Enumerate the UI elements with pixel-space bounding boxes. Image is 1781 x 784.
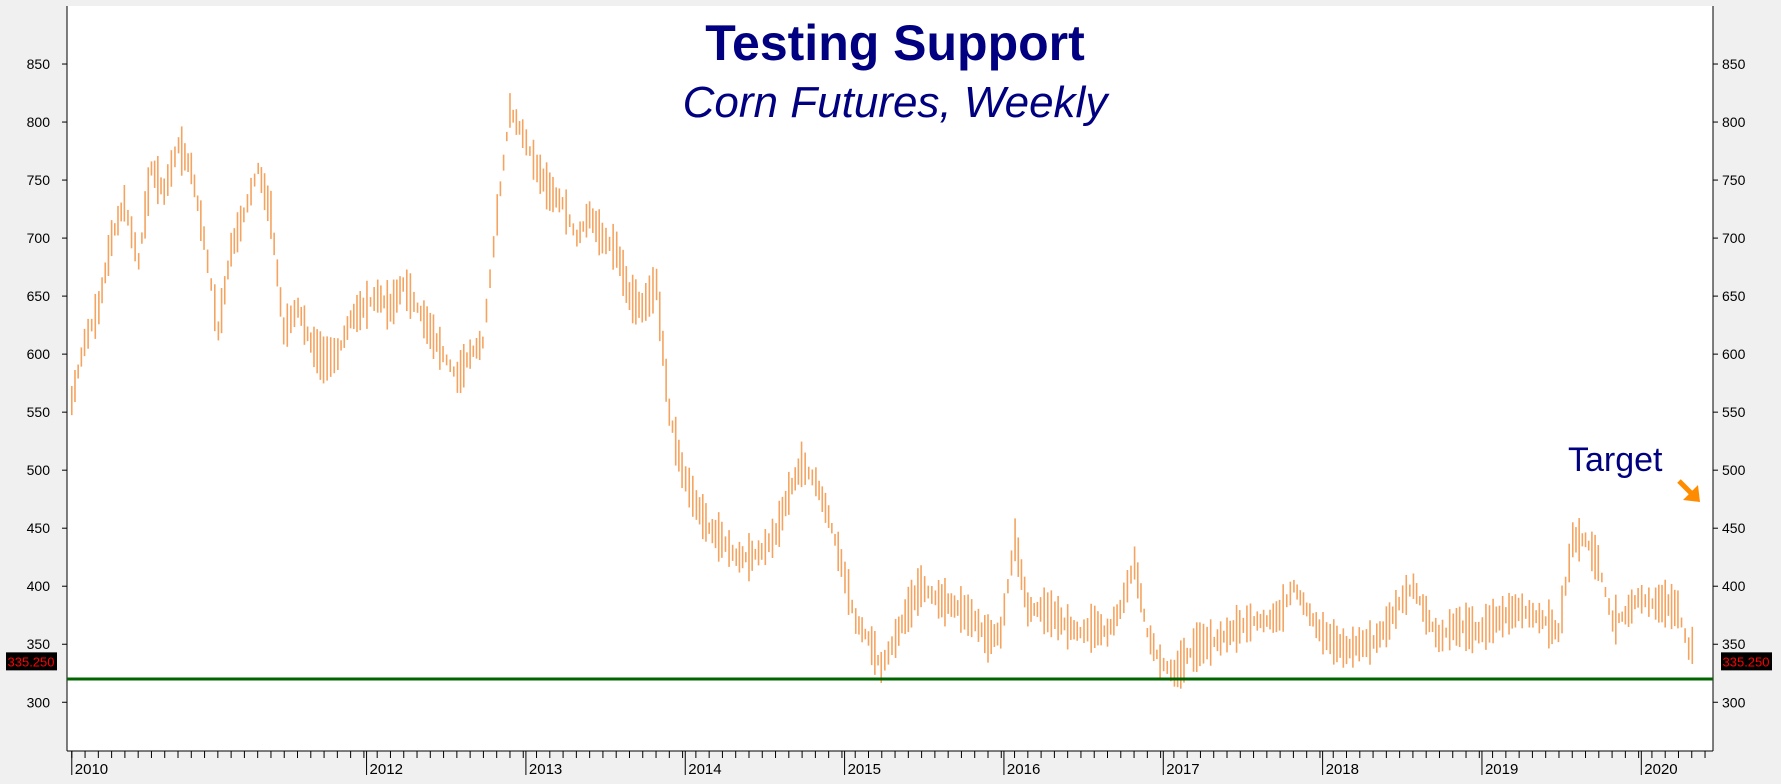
y-tick-label-right: 350: [1722, 636, 1746, 652]
y-tick-label-left: 300: [27, 694, 51, 710]
y-tick-label-left: 800: [27, 114, 51, 130]
y-tick-label-left: 350: [27, 636, 51, 652]
last-price-left: 335.250: [6, 652, 57, 671]
y-tick-label-right: 450: [1722, 520, 1746, 536]
y-tick-label-right: 400: [1722, 578, 1746, 594]
y-tick-label-right: 700: [1722, 230, 1746, 246]
y-tick-label-right: 850: [1722, 56, 1746, 72]
y-tick-label-right: 650: [1722, 288, 1746, 304]
y-tick-label-right: 300: [1722, 694, 1746, 710]
y-tick-label-left: 450: [27, 520, 51, 536]
y-tick-label-right: 550: [1722, 404, 1746, 420]
price-bars: [70, 93, 1694, 689]
y-tick-label-left: 750: [27, 172, 51, 188]
y-tick-label-left: 650: [27, 288, 51, 304]
x-tick-label: 2013: [529, 761, 562, 778]
y-tick-label-right: 800: [1722, 114, 1746, 130]
y-axis-left: 300 350 400 450 500 550 600 650 700 750 800 850: [27, 56, 67, 710]
target-annotation: Target: [1568, 441, 1663, 479]
y-tick-label-left: 700: [27, 230, 51, 246]
x-tick-label: 2016: [1007, 761, 1040, 778]
y-tick-label-right: 600: [1722, 346, 1746, 362]
last-price-left-label: 335.250: [8, 654, 55, 669]
x-tick-label: 2014: [688, 761, 721, 778]
y-tick-label-left: 550: [27, 404, 51, 420]
x-tick-label: 2019: [1485, 761, 1518, 778]
x-tick-label: 2017: [1166, 761, 1199, 778]
chart-subtitle: Corn Futures, Weekly: [683, 78, 1111, 127]
y-tick-label-left: 850: [27, 56, 51, 72]
x-axis: 2010 2012 2013 2014 2015 2016 2017 2018 2019 2020: [71, 751, 1706, 778]
x-tick-label: 2010: [75, 761, 108, 778]
x-tick-label: 2018: [1326, 761, 1359, 778]
chart-title: Testing Support: [705, 15, 1085, 71]
x-tick-label: 2020: [1644, 761, 1677, 778]
y-tick-label-left: 600: [27, 346, 51, 362]
y-tick-label-right: 500: [1722, 462, 1746, 478]
x-tick-label: 2012: [370, 761, 403, 778]
y-tick-label-right: 750: [1722, 172, 1746, 188]
last-price-right: 335.250: [1721, 652, 1772, 671]
target-arrow-icon: [1677, 479, 1700, 502]
y-tick-label-left: 500: [27, 462, 51, 478]
last-price-right-label: 335.250: [1723, 654, 1770, 669]
y-tick-label-left: 400: [27, 578, 51, 594]
y-axis-right: 300 350 400 450 500 550 600 650 700 750 800 850: [1713, 56, 1746, 710]
x-tick-label: 2015: [848, 761, 881, 778]
